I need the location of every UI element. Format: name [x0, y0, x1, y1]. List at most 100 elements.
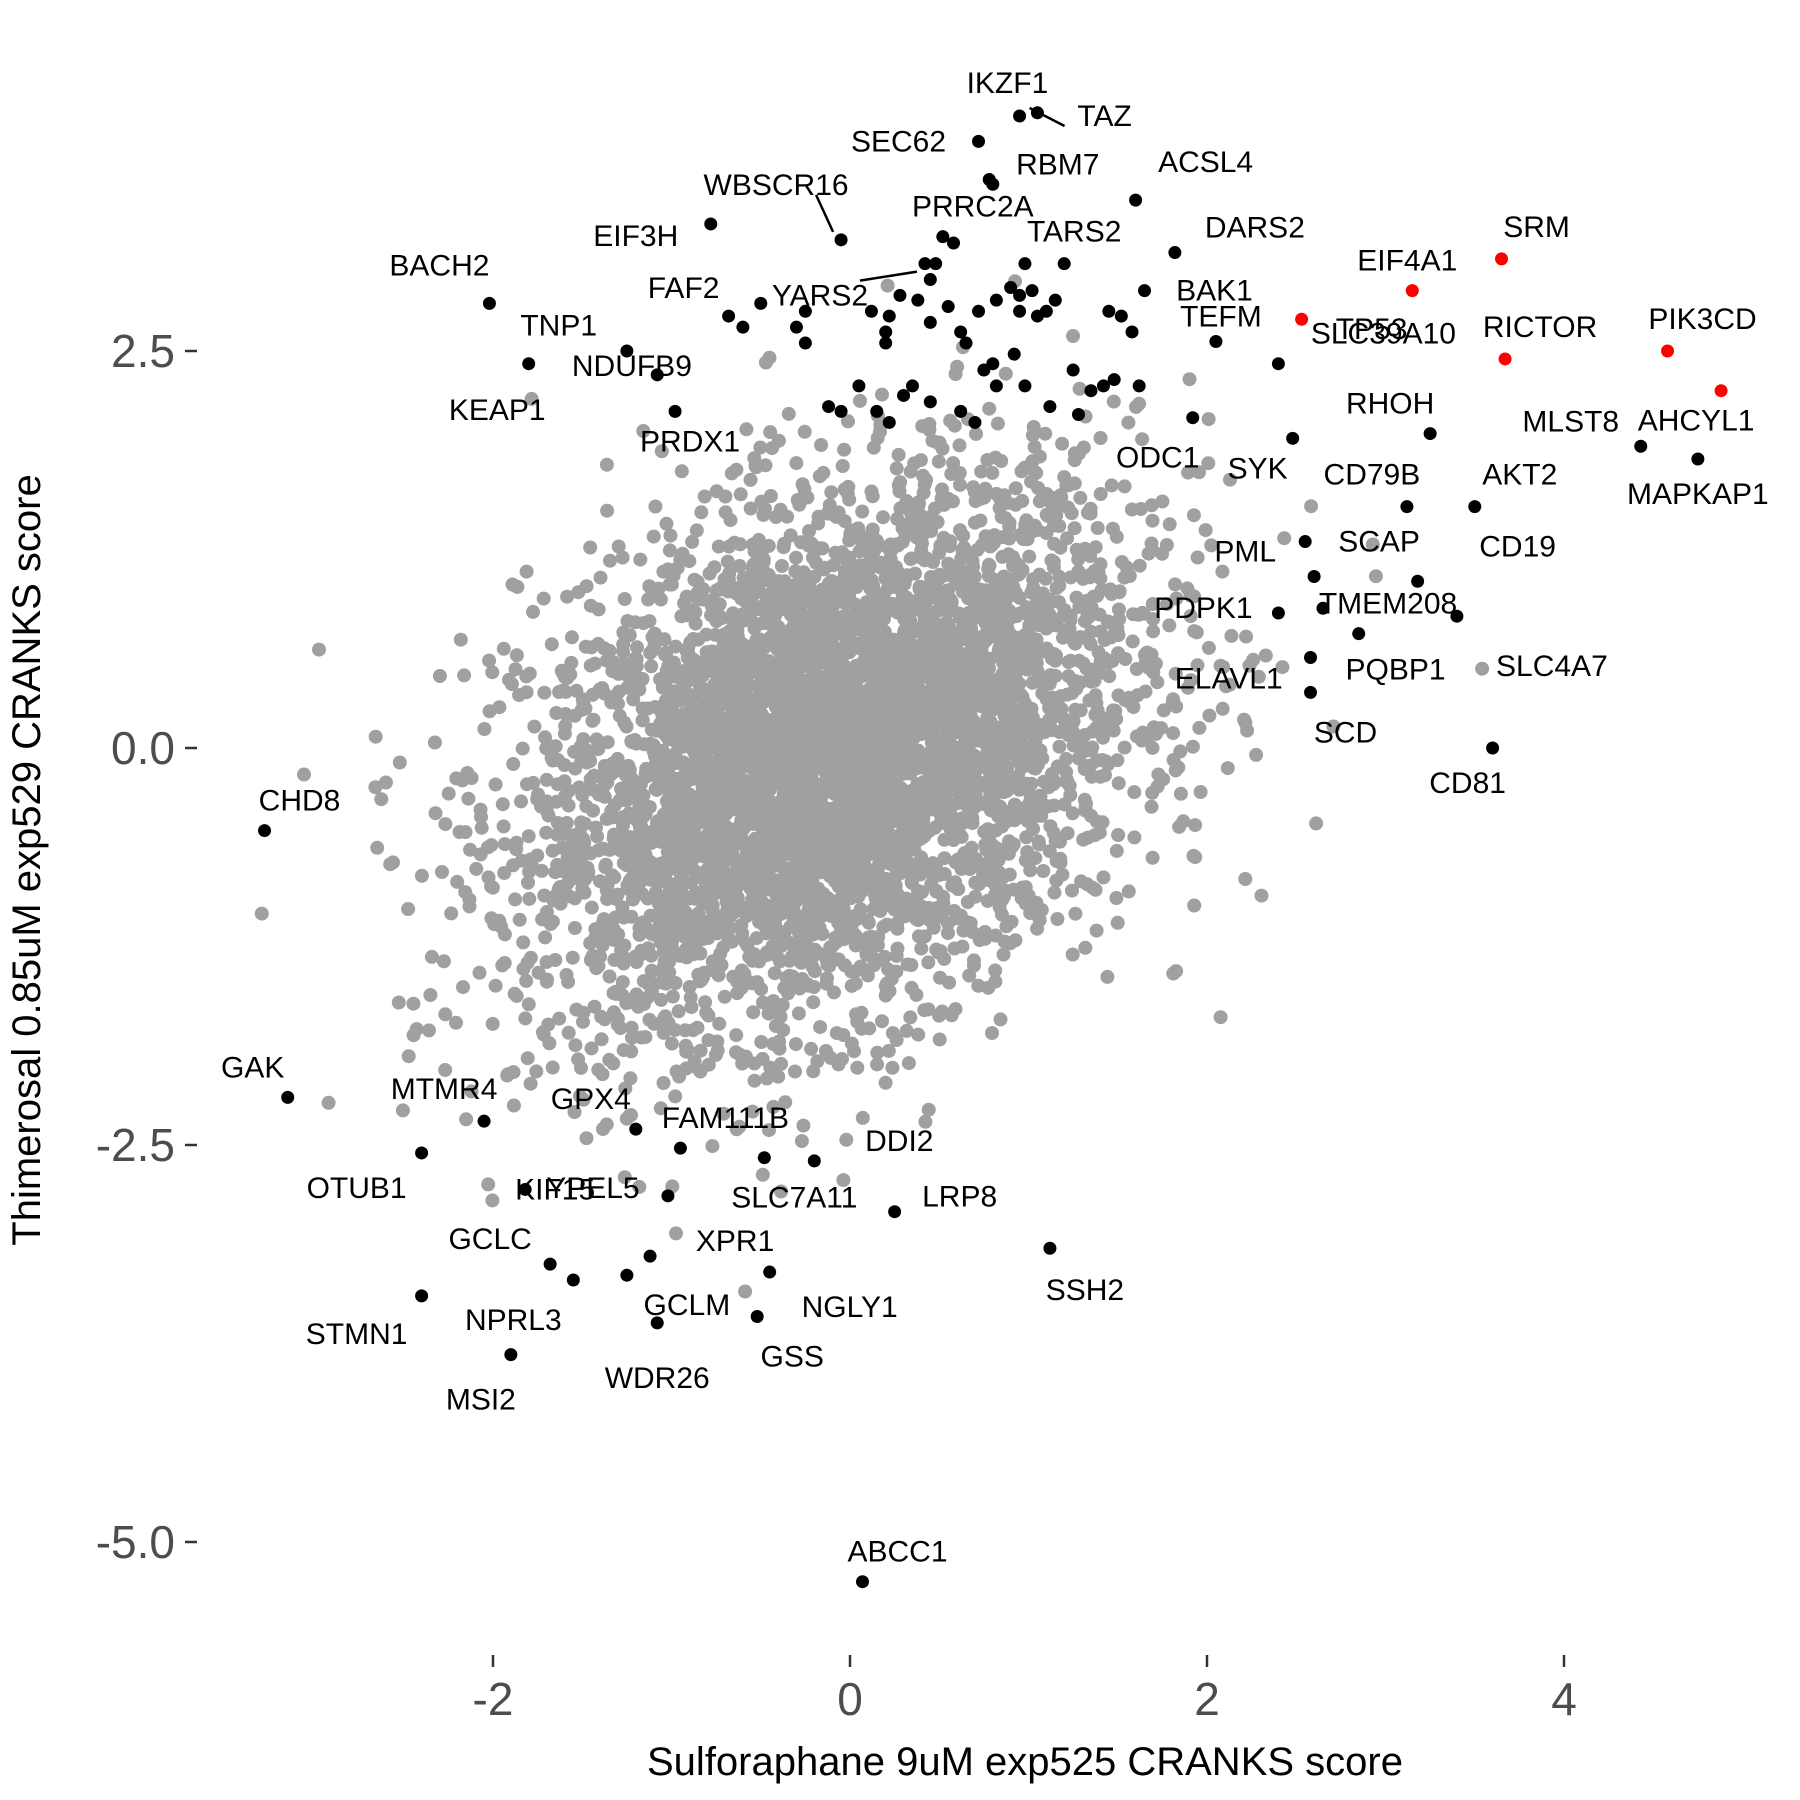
- background-point: [914, 941, 929, 956]
- background-point: [1145, 785, 1160, 800]
- background-point: [961, 591, 976, 606]
- background-point: [946, 456, 961, 471]
- background-point: [722, 867, 736, 882]
- background-point: [518, 1011, 533, 1026]
- background-point: [557, 774, 572, 789]
- background-point: [954, 551, 969, 566]
- background-point: [995, 549, 1010, 564]
- background-point: [1144, 536, 1159, 551]
- background-point: [1198, 523, 1213, 538]
- background-point: [956, 528, 971, 543]
- background-point: [1111, 602, 1126, 617]
- background-point: [906, 667, 921, 682]
- background-point: [599, 1117, 614, 1132]
- background-point: [903, 552, 918, 567]
- background-point: [898, 685, 912, 699]
- background-point: [958, 564, 973, 579]
- background-point: [395, 1103, 410, 1118]
- background-point: [985, 465, 1000, 480]
- background-point: [457, 668, 472, 683]
- background-point: [576, 844, 591, 858]
- background-point: [982, 558, 997, 573]
- background-point: [482, 653, 497, 668]
- background-point: [801, 647, 816, 662]
- background-point: [997, 934, 1012, 949]
- background-point: [968, 788, 983, 803]
- background-point: [988, 974, 1003, 989]
- background-point: [458, 885, 473, 900]
- background-point: [724, 466, 739, 481]
- background-point: [618, 657, 633, 672]
- background-point: [859, 945, 874, 960]
- background-point: [428, 806, 443, 821]
- background-point: [992, 900, 1007, 915]
- background-point: [980, 656, 994, 671]
- background-point: [998, 366, 1013, 381]
- background-point: [691, 906, 706, 921]
- background-point: [1111, 828, 1126, 842]
- background-point: [746, 1005, 761, 1020]
- background-point: [831, 1057, 846, 1072]
- background-point: [978, 481, 993, 496]
- background-point: [1242, 658, 1257, 673]
- background-point: [726, 759, 741, 774]
- background-point: [810, 732, 825, 747]
- background-point: [644, 948, 659, 963]
- background-point: [603, 553, 617, 568]
- background-point: [750, 790, 765, 805]
- background-point: [655, 816, 670, 831]
- background-point: [456, 980, 470, 995]
- background-point: [672, 818, 687, 833]
- background-point: [617, 715, 632, 730]
- background-point: [870, 430, 885, 445]
- background-point: [549, 706, 564, 720]
- background-point: [760, 693, 775, 708]
- background-point: [788, 1064, 802, 1079]
- background-point: [611, 539, 626, 554]
- background-point: [526, 775, 541, 790]
- background-point: [879, 834, 894, 849]
- background-point: [819, 648, 834, 663]
- background-point: [453, 632, 468, 647]
- background-point: [1095, 815, 1110, 830]
- background-point: [591, 742, 606, 757]
- background-point: [1168, 577, 1183, 592]
- background-point: [674, 884, 689, 899]
- background-point: [561, 974, 576, 989]
- background-point: [523, 1076, 538, 1091]
- background-point: [930, 748, 944, 763]
- background-point: [1188, 818, 1203, 833]
- background-point: [496, 641, 511, 656]
- background-point: [899, 1023, 914, 1038]
- background-point: [1084, 624, 1099, 639]
- background-point: [673, 552, 688, 567]
- background-point: [593, 570, 608, 585]
- background-point: [748, 749, 763, 764]
- background-point: [616, 637, 631, 652]
- background-point: [947, 941, 962, 956]
- background-point: [980, 893, 995, 908]
- background-point: [704, 608, 719, 623]
- background-point: [674, 899, 689, 914]
- background-point: [811, 509, 826, 524]
- background-point: [979, 737, 993, 752]
- background-point: [1121, 884, 1136, 899]
- background-point: [1091, 565, 1106, 580]
- background-point: [753, 773, 768, 787]
- background-point: [906, 814, 920, 829]
- background-point: [1047, 885, 1062, 900]
- background-point: [822, 606, 837, 621]
- background-point: [950, 359, 965, 374]
- background-point: [1066, 329, 1080, 343]
- background-point: [804, 951, 819, 966]
- background-point: [787, 940, 801, 954]
- background-point: [1061, 655, 1076, 669]
- background-point: [608, 910, 623, 925]
- background-point: [576, 1092, 591, 1107]
- background-point: [877, 949, 892, 964]
- background-point: [583, 658, 598, 673]
- background-point: [1202, 708, 1217, 723]
- background-point: [521, 997, 536, 1012]
- background-point: [674, 609, 689, 624]
